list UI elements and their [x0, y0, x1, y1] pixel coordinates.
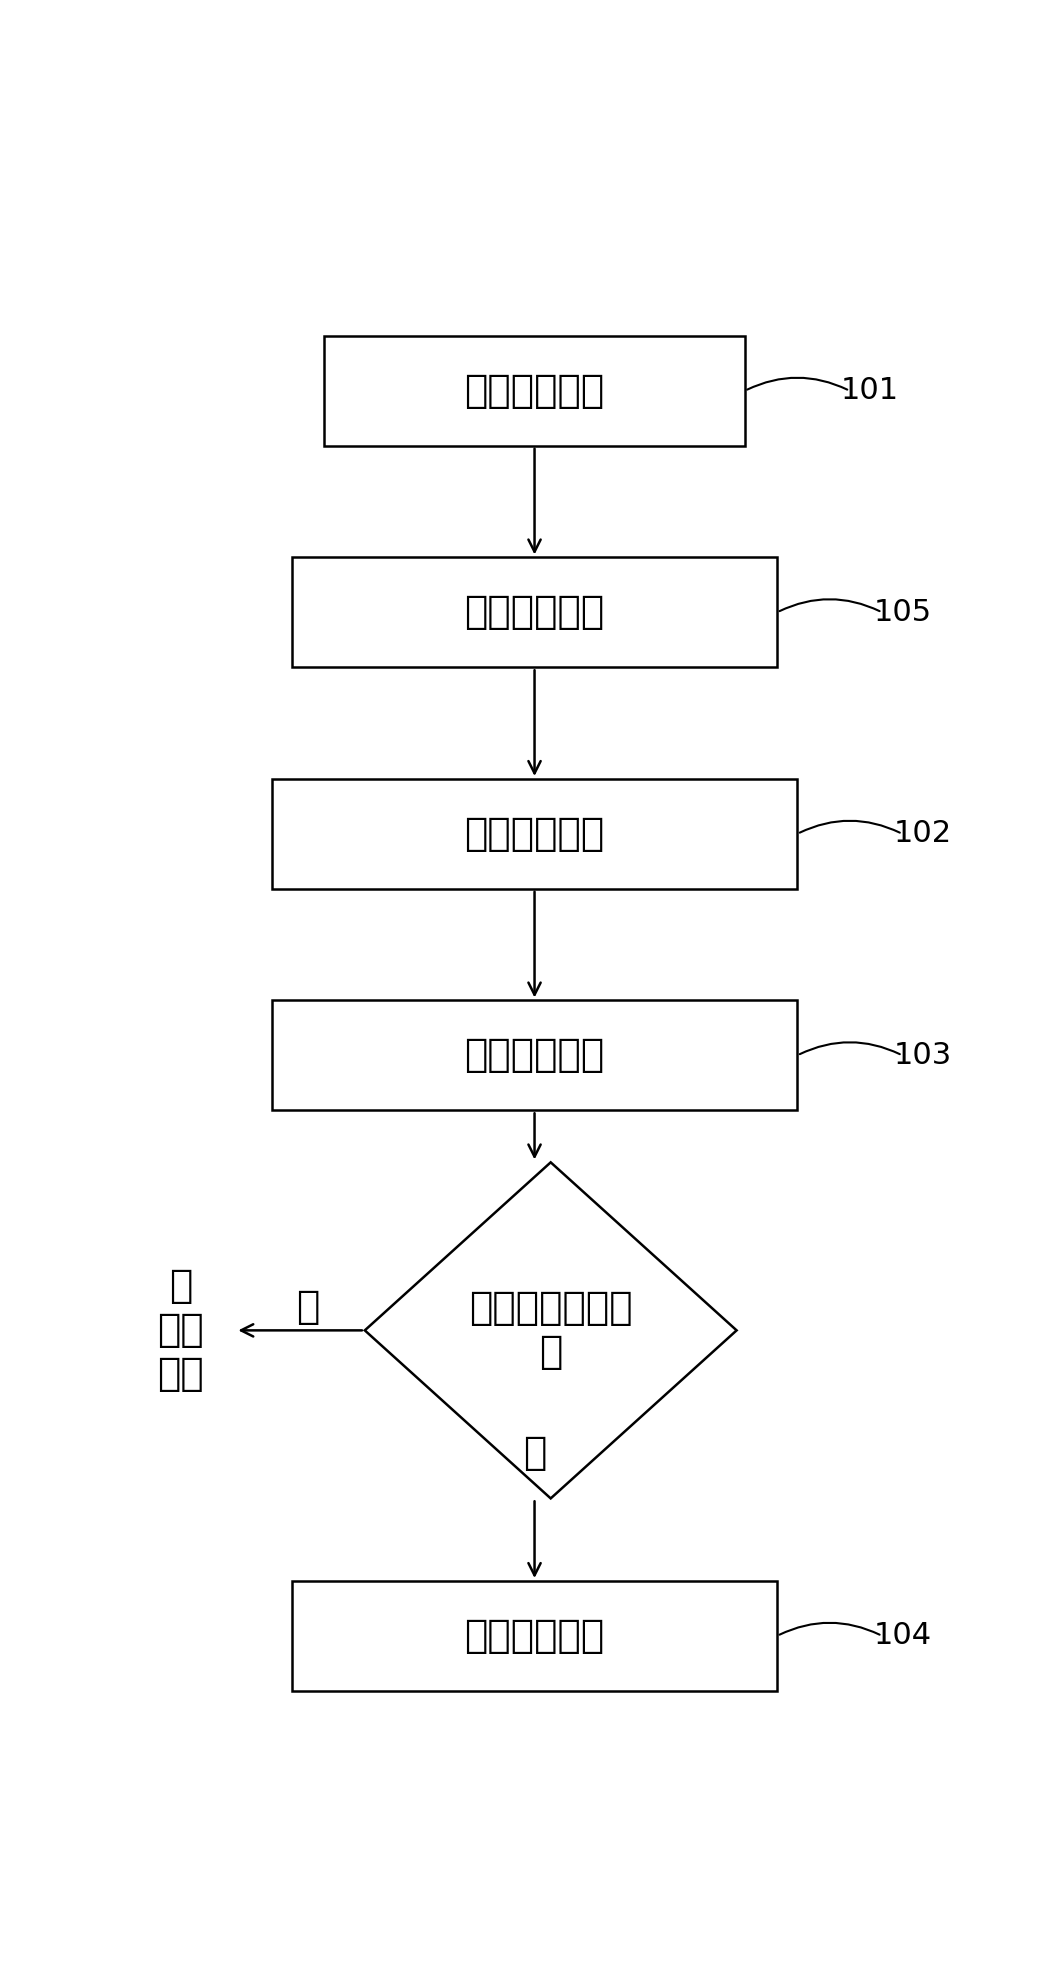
Text: 105: 105 — [873, 597, 931, 627]
Bar — [292, 1581, 777, 1690]
Text: 图像提取步骤: 图像提取步骤 — [464, 815, 605, 853]
Polygon shape — [365, 1163, 736, 1498]
Bar — [272, 780, 797, 889]
Text: 检测分析步骤: 检测分析步骤 — [464, 1036, 605, 1075]
Text: 104: 104 — [873, 1621, 931, 1651]
Bar — [292, 558, 777, 667]
Bar — [272, 1000, 797, 1111]
Text: 103: 103 — [894, 1042, 951, 1069]
Text: 是: 是 — [523, 1434, 547, 1472]
Text: 区域标定步骤: 区域标定步骤 — [464, 593, 605, 631]
Text: 若有图像出现故
障: 若有图像出现故 障 — [469, 1290, 632, 1371]
Text: 否: 否 — [296, 1288, 320, 1327]
Text: 102: 102 — [894, 819, 951, 849]
Bar — [324, 335, 745, 446]
Text: 101: 101 — [841, 377, 899, 405]
Text: 显
示屏
正常: 显 示屏 正常 — [157, 1268, 203, 1393]
Text: 画面获取步骤: 画面获取步骤 — [464, 371, 605, 411]
Text: 故障通知步骤: 故障通知步骤 — [464, 1617, 605, 1655]
